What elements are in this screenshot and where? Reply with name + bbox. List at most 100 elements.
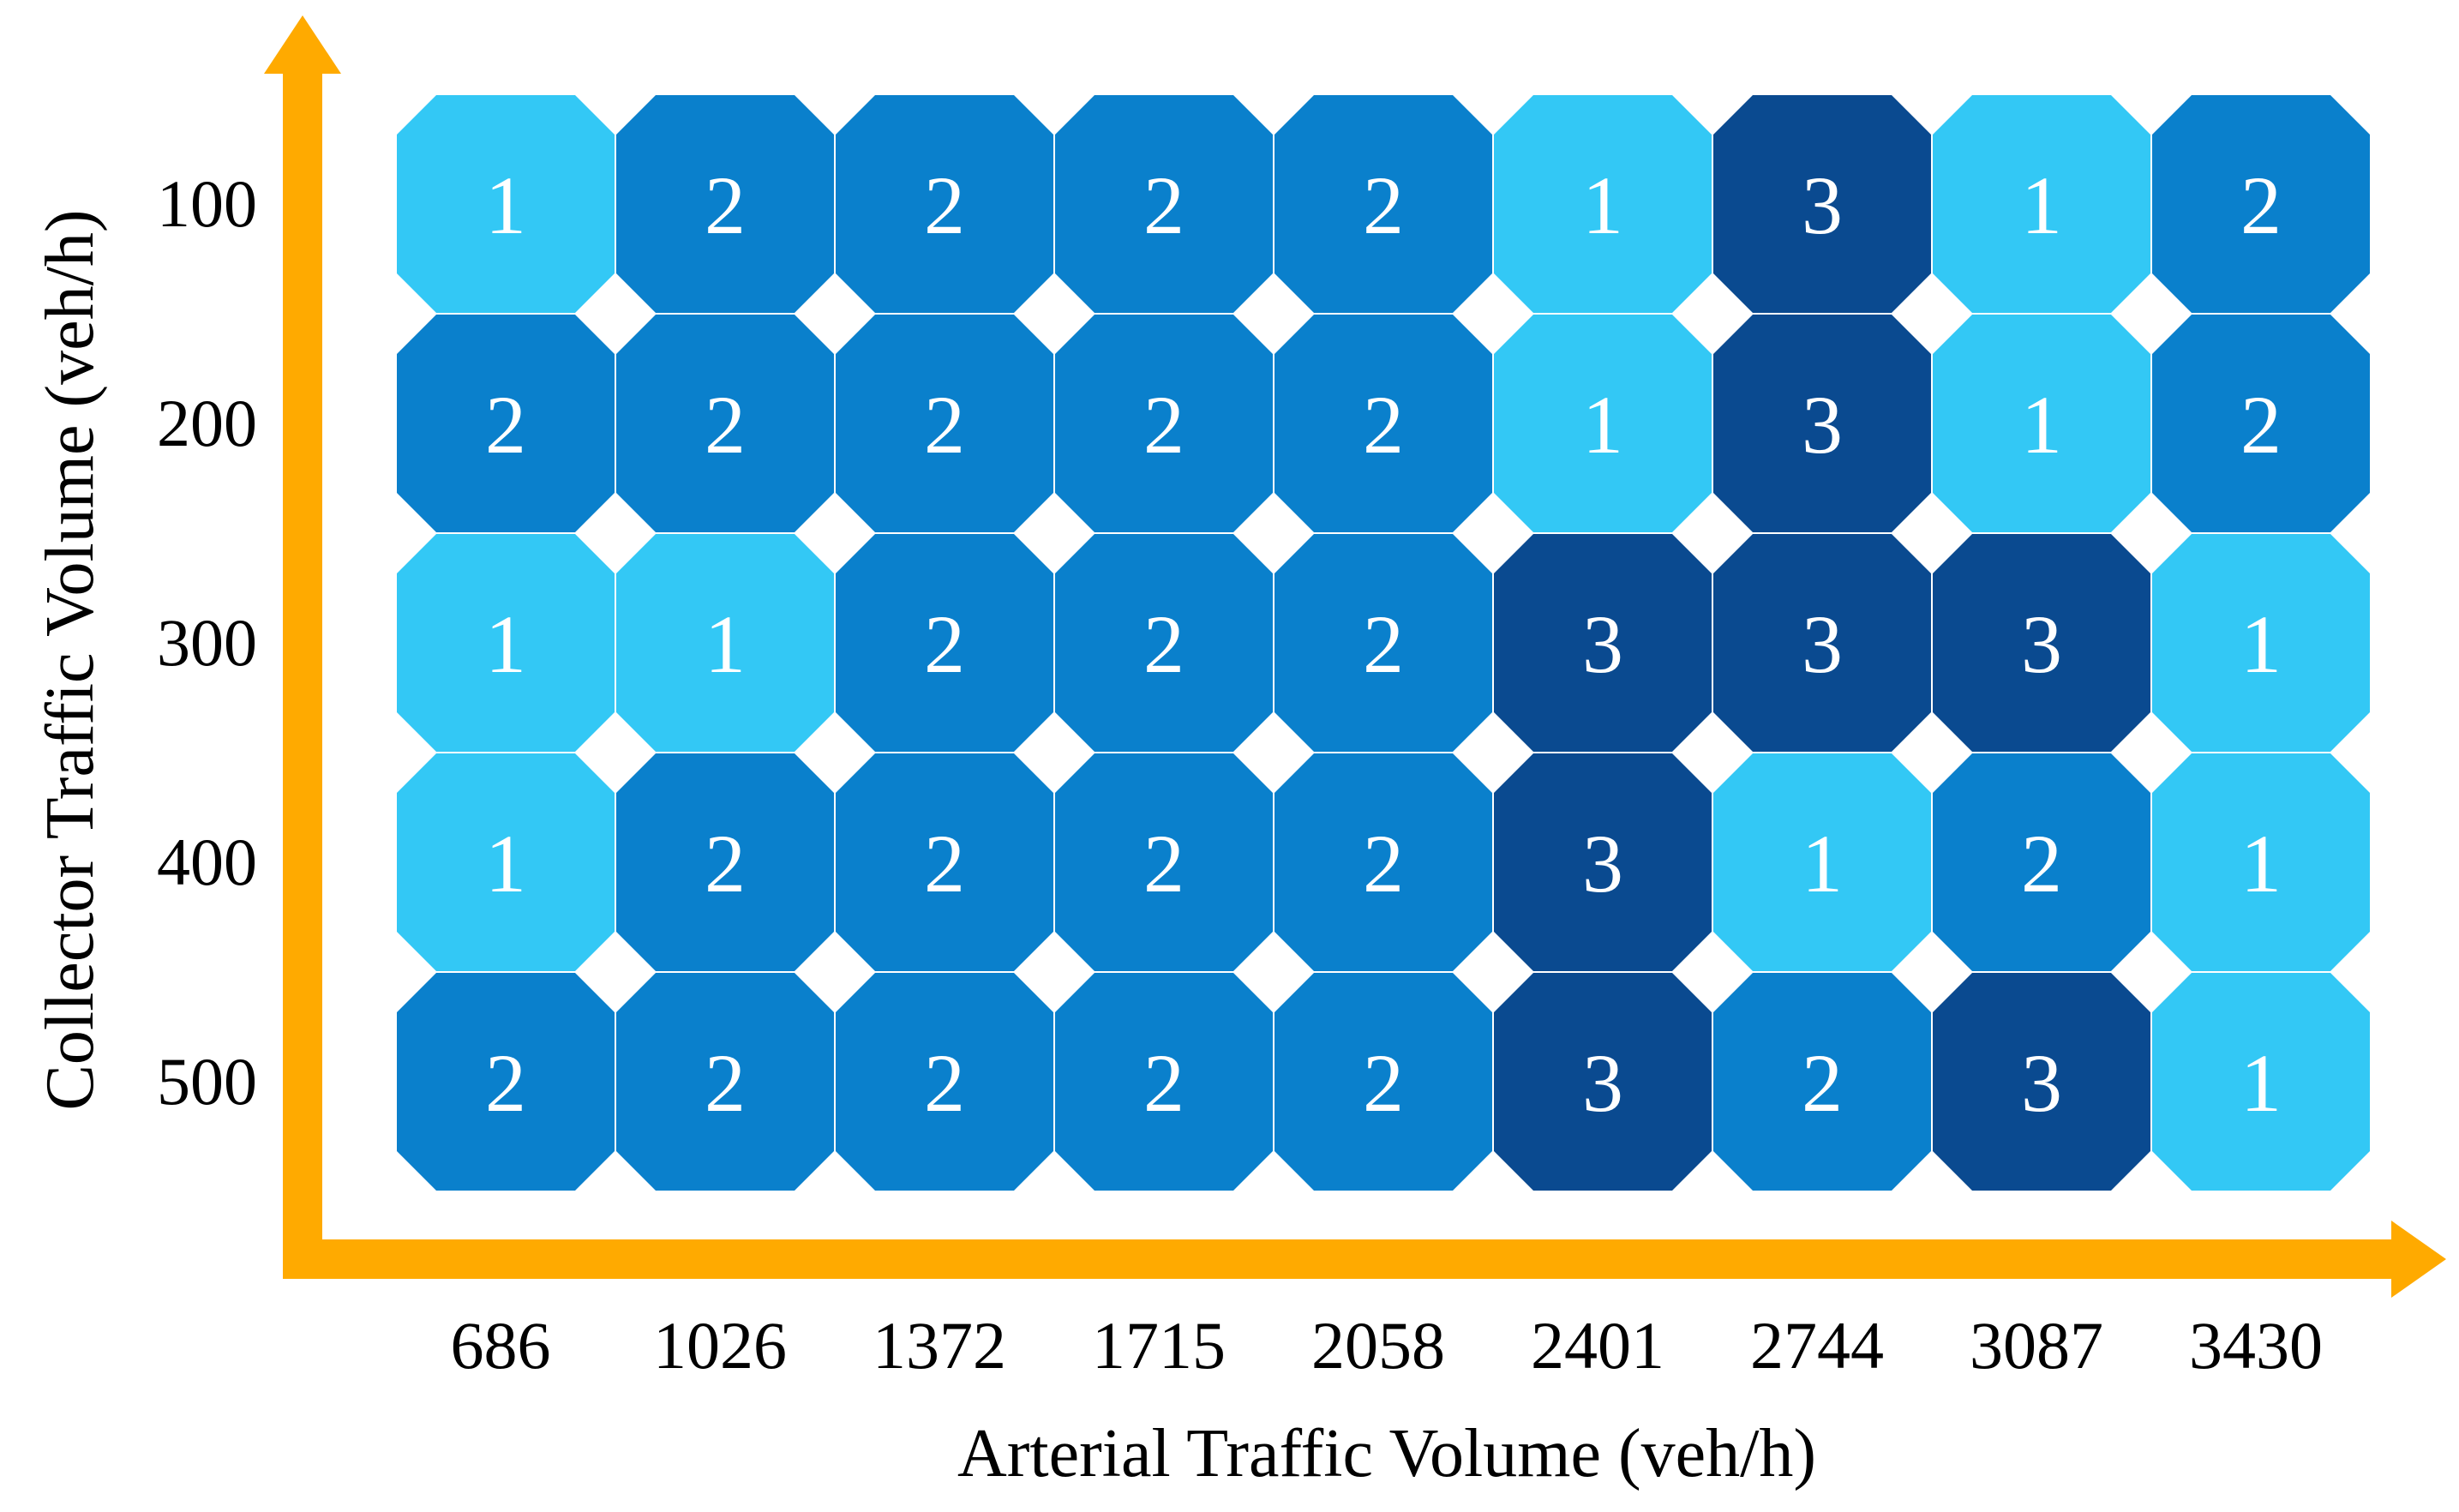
heatmap-cell-shape [1933,753,2150,971]
x-tick-label: 2058 [1311,1308,1445,1383]
heatmap-cell: 1 [397,95,615,313]
heatmap-cell-shape [836,973,1053,1191]
heatmap-cell: 2 [1055,95,1273,313]
heatmap-cell-shape [397,973,615,1191]
heatmap-cell-shape [1274,973,1492,1191]
heatmap-cell-shape [2152,534,2370,752]
heatmap-cell: 2 [2152,95,2370,313]
heatmap-cell-value: 1 [485,159,526,251]
heatmap-cell: 2 [616,973,834,1191]
heatmap-cell: 2 [397,315,615,532]
heatmap-cell: 2 [616,315,834,532]
heatmap-cell-shape [1494,973,1712,1191]
heatmap-cell-shape [836,315,1053,532]
heatmap-cell-value: 2 [1363,598,1404,690]
heatmap-cell-shape [1055,753,1273,971]
heatmap-cell-value: 2 [924,818,965,909]
heatmap-cell: 1 [397,753,615,971]
heatmap-cell-value: 1 [2240,598,2282,690]
heatmap-cell-shape [1055,95,1273,313]
heatmap-cell: 2 [1274,534,1492,752]
heatmap-cell: 2 [836,534,1053,752]
y-tick-labels: 100 200 300 400 500 [157,166,257,1119]
heatmap-cell-value: 2 [1143,159,1185,251]
x-tick-label: 1372 [873,1308,1006,1383]
heatmap-cell-shape [1933,534,2150,752]
heatmap-cell-shape [1055,534,1273,752]
heatmap-cell: 2 [1274,753,1492,971]
y-tick-label: 300 [157,605,257,680]
heatmap-cell-shape [2152,315,2370,532]
heatmap-cell: 3 [1713,315,1931,532]
heatmap-cell-shape [1274,315,1492,532]
heatmap-cell-value: 1 [485,818,526,909]
heatmap-cell-value: 1 [2240,1037,2282,1129]
heatmap-cell-value: 1 [2021,379,2062,471]
heatmap-cell: 1 [1494,315,1712,532]
heatmap-cell-value: 3 [1582,598,1623,690]
heatmap-cell-shape [397,315,615,532]
x-tick-label: 3087 [1970,1308,2103,1383]
heatmap-cell-value: 3 [1582,818,1623,909]
heatmap-cell: 1 [2152,973,2370,1191]
x-axis-arrow [2391,1221,2446,1298]
heatmap-cell: 2 [1274,973,1492,1191]
heatmap-cell: 3 [1494,534,1712,752]
heatmap-cell-value: 2 [1143,379,1185,471]
heatmap-cells: 1 2 2 2 2 1 3 1 2 2 2 2 2 2 1 3 1 2 1 1 2 2 2 3 3 3 1 1 2 2 2 2 3 1 2 1 2 2 2 2… [397,95,2370,1191]
heatmap-cell-value: 2 [924,159,965,251]
heatmap-cell: 2 [1055,315,1273,532]
x-tick-label: 2744 [1750,1308,1884,1383]
heatmap-cell: 2 [1055,753,1273,971]
heatmap-cell-value: 1 [2240,818,2282,909]
heatmap-cell-shape [1494,315,1712,532]
heatmap-cell-shape [1055,973,1273,1191]
heatmap-cell-value: 2 [705,379,746,471]
heatmap-cell-value: 2 [2240,379,2282,471]
heatmap-cell-value: 2 [1143,818,1185,909]
heatmap-cell: 2 [1055,973,1273,1191]
heatmap-cell-shape [1494,95,1712,313]
heatmap-cell-value: 2 [705,1037,746,1129]
heatmap-cell-value: 3 [2021,598,2062,690]
heatmap-cell: 1 [1933,95,2150,313]
heatmap-cell-value: 2 [1143,598,1185,690]
x-tick-label: 3430 [2189,1308,2323,1383]
heatmap-cell-shape [616,315,834,532]
heatmap-cell-shape [2152,753,2370,971]
heatmap-cell: 2 [836,315,1053,532]
heatmap-cell: 2 [397,973,615,1191]
y-tick-label: 400 [157,825,257,899]
heatmap-cell: 2 [1055,534,1273,752]
heatmap-cell-value: 2 [705,159,746,251]
heatmap-cell-value: 2 [1363,159,1404,251]
x-tick-label: 1715 [1092,1308,1226,1383]
heatmap-cell-value: 2 [2021,818,2062,909]
heatmap-cell: 3 [1494,753,1712,971]
heatmap-cell: 1 [616,534,834,752]
y-tick-label: 200 [157,386,257,460]
heatmap-cell: 2 [1933,753,2150,971]
heatmap-cell: 1 [1713,753,1931,971]
heatmap-cell: 2 [836,95,1053,313]
heatmap-cell-value: 1 [1582,379,1623,471]
heatmap-cell-shape [2152,95,2370,313]
heatmap-cell-value: 1 [2021,159,2062,251]
heatmap-cell: 1 [2152,753,2370,971]
heatmap-cell-value: 1 [485,598,526,690]
heatmap-cell-value: 2 [924,379,965,471]
heatmap-cell-shape [1713,534,1931,752]
heatmap-cell-shape [1274,534,1492,752]
heatmap-cell-shape [397,753,615,971]
y-axis-label: Collector Traffic Volume (veh/h) [33,209,108,1110]
heatmap-cell-shape [397,95,615,313]
heatmap-cell-value: 3 [1802,379,1843,471]
heatmap-cell: 1 [2152,534,2370,752]
heatmap-cell-value: 3 [2021,1037,2062,1129]
x-axis-line [283,1239,2400,1279]
heatmap-cell: 2 [836,753,1053,971]
heatmap-cell: 2 [2152,315,2370,532]
heatmap-cell: 2 [836,973,1053,1191]
heatmap-cell-value: 2 [1143,1037,1185,1129]
heatmap-cell-shape [1713,973,1931,1191]
